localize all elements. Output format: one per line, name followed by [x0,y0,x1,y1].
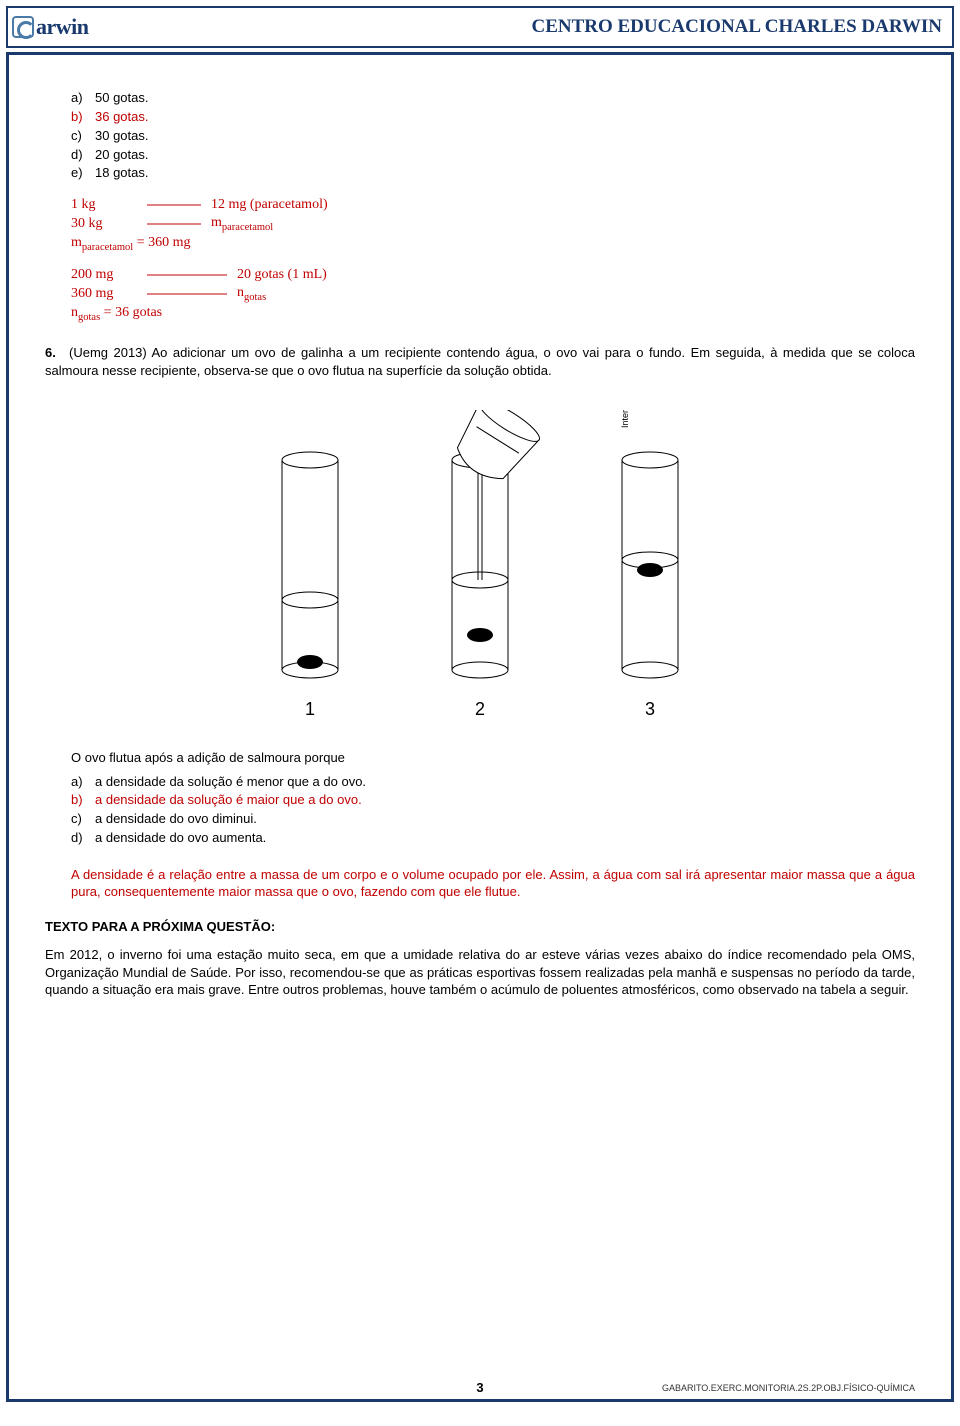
cylinder-1 [282,452,338,678]
header-title: CENTRO EDUCACIONAL CHARLES DARWIN [531,16,942,38]
option-e: e)18 gotas. [71,164,915,183]
next-section-heading: TEXTO PARA A PRÓXIMA QUESTÃO: [45,919,915,934]
option-c: c)30 gotas. [71,127,915,146]
diagram-label-3: 3 [645,699,655,719]
logo-text: arwin [36,14,89,40]
option-a: a)50 gotas. [71,89,915,108]
diagram-label-2: 2 [475,699,485,719]
calc-eq-2: ngotas = 36 gotas [71,305,915,323]
calc-row-3: 200 mg 20 gotas (1 mL) [71,267,915,283]
cylinder-diagram: Interbits® 1 [45,410,915,730]
calc-row-2: 30 kg mparacetamol [71,215,915,233]
calc-row-1: 1 kg 12 mg (paracetamol) [71,197,915,213]
calc-eq-1: mparacetamol = 360 mg [71,235,915,253]
q6-explanation: A densidade é a relação entre a massa de… [71,866,915,901]
page-body: a)50 gotas. b)36 gotas. c)30 gotas. d)20… [6,52,954,1402]
top-options: a)50 gotas. b)36 gotas. c)30 gotas. d)20… [71,89,915,183]
diagram-credit: Interbits® [620,410,630,428]
next-section-text: Em 2012, o inverno foi uma estação muito… [45,946,915,999]
logo-icon [12,16,34,38]
page-number: 3 [476,1380,483,1395]
q6-options: a)a densidade da solução é menor que a d… [71,773,915,848]
q6-option-b: b)a densidade da solução é maior que a d… [71,791,915,810]
option-d: d)20 gotas. [71,146,915,165]
logo: arwin [12,14,89,40]
q6-option-c: c)a densidade do ovo diminui. [71,810,915,829]
footer-code: GABARITO.EXERC.MONITORIA.2S.2P.OBJ.FÍSIC… [662,1383,915,1393]
diagram-label-1: 1 [305,699,315,719]
question-6: 6.(Uemg 2013) Ao adicionar um ovo de gal… [45,344,915,901]
question-6-text: 6.(Uemg 2013) Ao adicionar um ovo de gal… [45,344,915,379]
cylinder-3 [622,452,678,678]
q6-option-a: a)a densidade da solução é menor que a d… [71,773,915,792]
calc-row-4: 360 mg ngotas [71,285,915,303]
page-header: arwin CENTRO EDUCACIONAL CHARLES DARWIN [6,6,954,48]
calculation-block: 1 kg 12 mg (paracetamol) 30 kg mparaceta… [71,197,915,322]
q6-answer-intro: O ovo flutua após a adição de salmoura p… [71,750,915,765]
option-b: b)36 gotas. [71,108,915,127]
cylinder-2 [448,410,544,678]
q6-option-d: d)a densidade do ovo aumenta. [71,829,915,848]
